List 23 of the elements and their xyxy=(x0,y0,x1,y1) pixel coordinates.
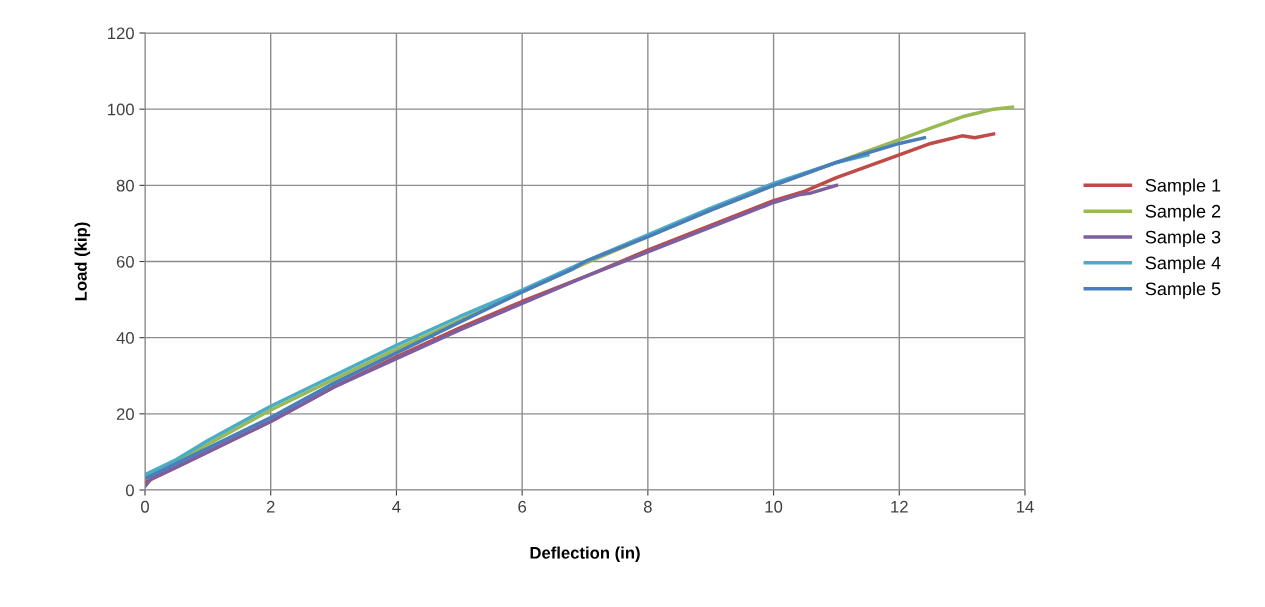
y-tick-label: 0 xyxy=(125,484,134,497)
legend-label: Sample 5 xyxy=(1145,281,1221,299)
legend-label: Sample 2 xyxy=(1145,204,1221,222)
x-tick-label: 0 xyxy=(141,500,149,513)
x-tick-label: 2 xyxy=(266,500,275,513)
y-tick-label: 80 xyxy=(116,179,134,192)
legend-label: Sample 3 xyxy=(1145,230,1221,248)
y-tick-label: 100 xyxy=(108,103,134,116)
y-tick-label: 40 xyxy=(116,332,134,344)
x-tick-label: 14 xyxy=(1017,501,1034,513)
line-series xyxy=(145,183,839,488)
legend-label: Sample 1 xyxy=(1145,178,1221,196)
y-tick-label: 60 xyxy=(116,255,134,268)
x-tick-label: 6 xyxy=(518,500,527,513)
y-axis-title: Load (kip) xyxy=(74,222,91,301)
legend-label: Sample 4 xyxy=(1145,256,1221,273)
x-tick-label: 8 xyxy=(643,500,652,513)
y-tick-label: 20 xyxy=(116,408,134,421)
x-tick-label: 10 xyxy=(765,500,783,513)
x-tick-label: 4 xyxy=(392,501,401,513)
x-axis-title: Deflection (in) xyxy=(530,546,640,563)
x-tick-label: 12 xyxy=(891,500,908,513)
y-tick-label: 120 xyxy=(108,27,134,40)
